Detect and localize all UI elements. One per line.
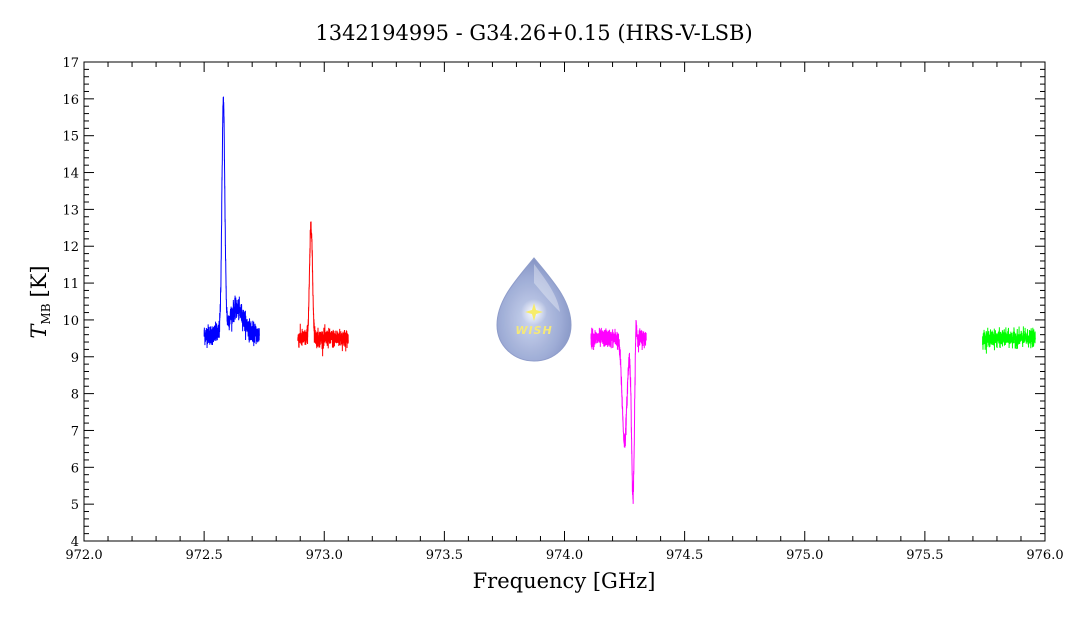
x-tick-label: 975.5 (906, 548, 943, 563)
x-tick-label: 974.0 (546, 548, 583, 563)
spectrum-series-1 (203, 96, 260, 348)
y-tick-label: 14 (62, 167, 79, 182)
y-axis-title: TMB [K] (27, 265, 53, 338)
y-tick-label: 10 (62, 314, 79, 329)
y-tick-label: 13 (62, 203, 79, 218)
logo-text: WISH (515, 324, 552, 337)
y-axis-symbol: T (27, 323, 51, 339)
chart-title: 1342194995 - G34.26+0.15 (HRS-V-LSB) (315, 21, 752, 45)
y-tick-label: 8 (71, 388, 79, 403)
spectrum-series-3 (590, 320, 647, 504)
spectrum-series-2 (297, 221, 349, 357)
x-tick-label: 975.0 (786, 548, 823, 563)
x-tick-label: 974.5 (666, 548, 703, 563)
y-tick-label: 11 (62, 277, 79, 292)
y-axis-unit: [K] (27, 265, 51, 297)
x-tick-label: 973.0 (306, 548, 343, 563)
x-tick-label: 972.5 (186, 548, 223, 563)
y-tick-label: 17 (62, 56, 79, 71)
y-axis-subscript: MB (39, 303, 53, 324)
y-tick-label: 7 (71, 424, 79, 439)
spectrum-series-4 (982, 326, 1036, 354)
y-tick-label: 15 (62, 130, 79, 145)
water-drop-logo: WISH (496, 257, 572, 362)
x-tick-label: 972.0 (65, 548, 102, 563)
y-tick-label: 4 (71, 535, 79, 550)
x-axis-title: Frequency [GHz] (473, 569, 656, 593)
y-tick-label: 12 (62, 240, 79, 255)
y-tick-label: 16 (62, 93, 79, 108)
y-tick-label: 5 (71, 498, 79, 513)
x-tick-label: 976.0 (1026, 548, 1063, 563)
star-icon (525, 303, 543, 321)
y-tick-label: 6 (71, 461, 79, 476)
y-tick-label: 9 (71, 351, 79, 366)
x-tick-label: 973.5 (426, 548, 463, 563)
